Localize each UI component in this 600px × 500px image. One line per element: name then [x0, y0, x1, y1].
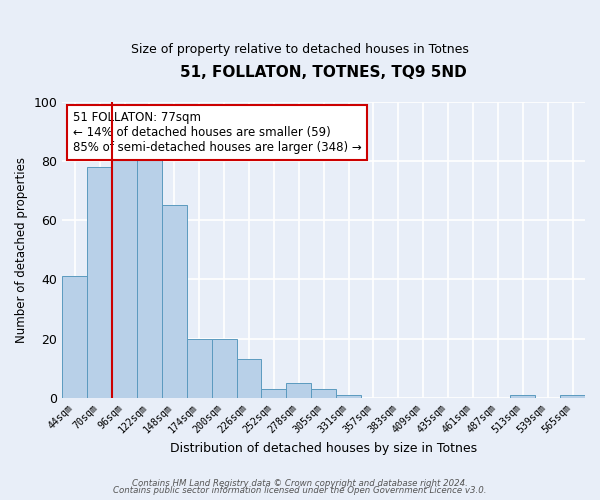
Bar	[187, 338, 212, 398]
Bar	[62, 276, 87, 398]
Text: 51 FOLLATON: 77sqm
← 14% of detached houses are smaller (59)
85% of semi-detache: 51 FOLLATON: 77sqm ← 14% of detached hou…	[73, 111, 361, 154]
Bar	[112, 146, 137, 398]
Bar	[511, 394, 535, 398]
Text: Contains public sector information licensed under the Open Government Licence v3: Contains public sector information licen…	[113, 486, 487, 495]
Bar	[87, 167, 112, 398]
Text: Contains HM Land Registry data © Crown copyright and database right 2024.: Contains HM Land Registry data © Crown c…	[132, 478, 468, 488]
Bar	[336, 394, 361, 398]
Bar	[236, 359, 262, 398]
Bar	[311, 389, 336, 398]
Bar	[262, 389, 286, 398]
Bar	[560, 394, 585, 398]
Title: 51, FOLLATON, TOTNES, TQ9 5ND: 51, FOLLATON, TOTNES, TQ9 5ND	[180, 65, 467, 80]
Bar	[212, 338, 236, 398]
Text: Size of property relative to detached houses in Totnes: Size of property relative to detached ho…	[131, 42, 469, 56]
Y-axis label: Number of detached properties: Number of detached properties	[15, 157, 28, 343]
X-axis label: Distribution of detached houses by size in Totnes: Distribution of detached houses by size …	[170, 442, 477, 455]
Bar	[162, 206, 187, 398]
Bar	[137, 150, 162, 398]
Bar	[286, 383, 311, 398]
